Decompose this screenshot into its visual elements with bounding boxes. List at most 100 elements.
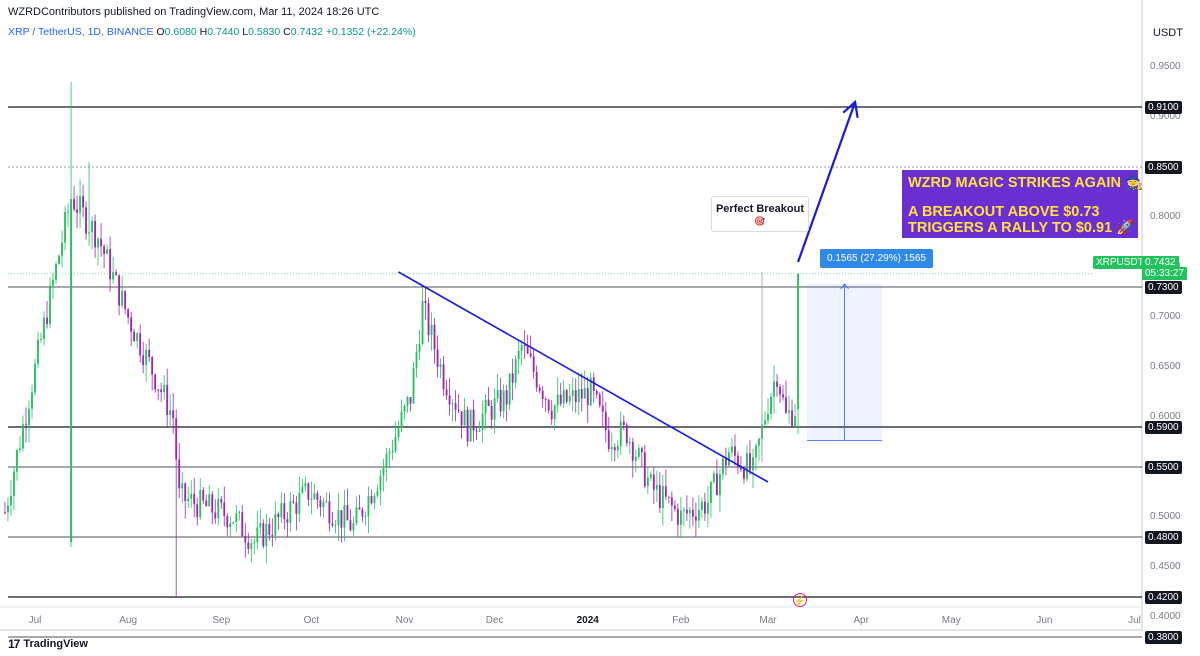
symbol-label[interactable]: XRP / TetherUS, 1D, BINANCE bbox=[8, 26, 154, 38]
candle-body bbox=[746, 453, 748, 479]
candle-body bbox=[776, 381, 778, 387]
candle-body bbox=[235, 513, 238, 523]
x-tick-Jul: Jul bbox=[28, 615, 42, 626]
candle-body bbox=[601, 405, 604, 412]
level-tag-0.4800: 0.4800 bbox=[1145, 530, 1182, 544]
candle-body bbox=[208, 494, 211, 507]
candle-body bbox=[133, 331, 136, 342]
candle-body bbox=[719, 474, 721, 496]
y-tick-0.9500: 0.9500 bbox=[1150, 61, 1181, 72]
x-tick-Apr: Apr bbox=[853, 615, 869, 626]
candle-body bbox=[791, 410, 793, 426]
candle-body bbox=[127, 309, 130, 318]
candle-body bbox=[28, 408, 30, 426]
currency-unit-label[interactable]: USDT bbox=[1153, 27, 1183, 39]
x-tick-Jun: Jun bbox=[1036, 615, 1053, 626]
candle-body bbox=[466, 409, 469, 442]
y-tick-0.8000: 0.8000 bbox=[1150, 211, 1181, 222]
candle-body bbox=[259, 523, 262, 528]
level-tag-0.4200: 0.4200 bbox=[1145, 590, 1182, 604]
candle-body bbox=[749, 453, 751, 471]
candle-body bbox=[142, 355, 145, 366]
candle-body bbox=[406, 397, 409, 406]
candle-body bbox=[643, 452, 646, 487]
candle-body bbox=[109, 249, 112, 280]
candle-body bbox=[301, 486, 304, 493]
candle-body bbox=[70, 199, 72, 542]
candle-body bbox=[289, 501, 292, 523]
candle-body bbox=[433, 324, 436, 350]
target-icon: 🎯 bbox=[754, 216, 766, 226]
candle-body bbox=[40, 338, 42, 340]
candle-body bbox=[628, 441, 631, 444]
measure-label[interactable]: 0.1565 (27.29%) 1565 bbox=[820, 249, 933, 268]
candle-body bbox=[316, 493, 319, 501]
candle-body bbox=[682, 509, 685, 511]
candle-body bbox=[163, 384, 166, 393]
candle-body bbox=[577, 389, 580, 403]
candle-body bbox=[334, 525, 337, 527]
candle-body bbox=[394, 437, 397, 452]
candle-body bbox=[475, 430, 478, 432]
candle-body bbox=[631, 441, 634, 461]
candle-body bbox=[280, 503, 283, 518]
candle-body bbox=[755, 445, 757, 458]
candle-body bbox=[187, 498, 190, 502]
candle-body bbox=[169, 410, 172, 416]
x-tick-Mar: Mar bbox=[759, 615, 777, 626]
candle-body bbox=[550, 410, 553, 420]
x-tick-Oct: Oct bbox=[303, 615, 320, 626]
candle-body bbox=[691, 510, 694, 517]
candle-body bbox=[313, 493, 316, 499]
candle-body bbox=[367, 496, 370, 517]
x-tick-Jul: Jul bbox=[1128, 615, 1141, 626]
promo-line-2: A BREAKOUT ABOVE $0.73 bbox=[908, 204, 1100, 220]
candle-body bbox=[442, 364, 445, 390]
candle-body bbox=[409, 397, 412, 404]
candle-body bbox=[349, 520, 352, 531]
candle-body bbox=[565, 390, 568, 402]
candle-body bbox=[538, 387, 541, 391]
candle-body bbox=[181, 483, 184, 489]
candle-body bbox=[274, 513, 277, 536]
tradingview-logo[interactable]: 17 TradingView bbox=[8, 637, 88, 651]
candle-body bbox=[743, 469, 745, 479]
candle-body bbox=[722, 458, 724, 475]
perfect-breakout-callout[interactable]: Perfect Breakout 🎯 bbox=[711, 196, 809, 232]
candle-body bbox=[319, 500, 322, 508]
candle-body bbox=[247, 542, 250, 549]
candle-body bbox=[205, 500, 208, 507]
x-tick-Nov: Nov bbox=[395, 615, 414, 626]
candle-body bbox=[457, 409, 460, 412]
publisher-line: WZRDContributors published on TradingVie… bbox=[8, 6, 380, 18]
candle-body bbox=[734, 446, 736, 456]
candle-body bbox=[352, 523, 355, 531]
candle-body bbox=[652, 474, 655, 490]
projection-arrow-line bbox=[797, 101, 857, 263]
candle-body bbox=[298, 492, 301, 514]
candle-body bbox=[496, 389, 499, 399]
promo-annotation[interactable]: WZRD MAGIC STRIKES AGAIN 🧙 A BREAKOUT AB… bbox=[902, 170, 1143, 238]
candle-body bbox=[232, 522, 235, 524]
candle-body bbox=[91, 220, 94, 233]
ohlc-legend: XRP / TetherUS, 1D, BINANCE O0.6080 H0.7… bbox=[8, 26, 416, 38]
level-tag-0.9100: 0.9100 bbox=[1145, 100, 1182, 114]
candle-body bbox=[172, 410, 175, 419]
candle-body bbox=[388, 452, 391, 455]
candle-body bbox=[439, 364, 442, 367]
candle-body bbox=[145, 349, 148, 366]
x-tick-2024: 2024 bbox=[576, 615, 599, 626]
candle-body bbox=[13, 471, 15, 497]
candle-body bbox=[571, 390, 574, 396]
close-label: C bbox=[283, 26, 291, 38]
candle-body bbox=[103, 246, 106, 254]
x-tick-May: May bbox=[941, 615, 961, 626]
candle-body bbox=[166, 384, 169, 416]
candle-body bbox=[244, 536, 247, 543]
level-tag-0.5500: 0.5500 bbox=[1145, 460, 1182, 474]
lightning-icon[interactable]: ⚡ bbox=[793, 593, 807, 607]
candle-body bbox=[505, 390, 508, 405]
candle-body bbox=[580, 389, 583, 399]
candle-body bbox=[709, 481, 712, 503]
